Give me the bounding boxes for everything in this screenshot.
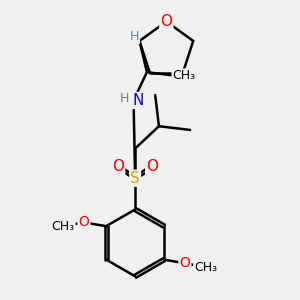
Text: CH₃: CH₃	[194, 260, 217, 274]
Text: CH₃: CH₃	[52, 220, 75, 233]
Text: N: N	[132, 93, 144, 108]
Text: S: S	[130, 171, 140, 186]
Text: H: H	[130, 30, 139, 43]
Text: O: O	[79, 215, 89, 230]
Text: H: H	[120, 92, 129, 105]
Text: CH₃: CH₃	[172, 69, 196, 82]
Text: O: O	[160, 14, 172, 29]
Text: O: O	[146, 159, 158, 174]
Text: O: O	[112, 159, 124, 174]
Text: O: O	[179, 256, 190, 270]
